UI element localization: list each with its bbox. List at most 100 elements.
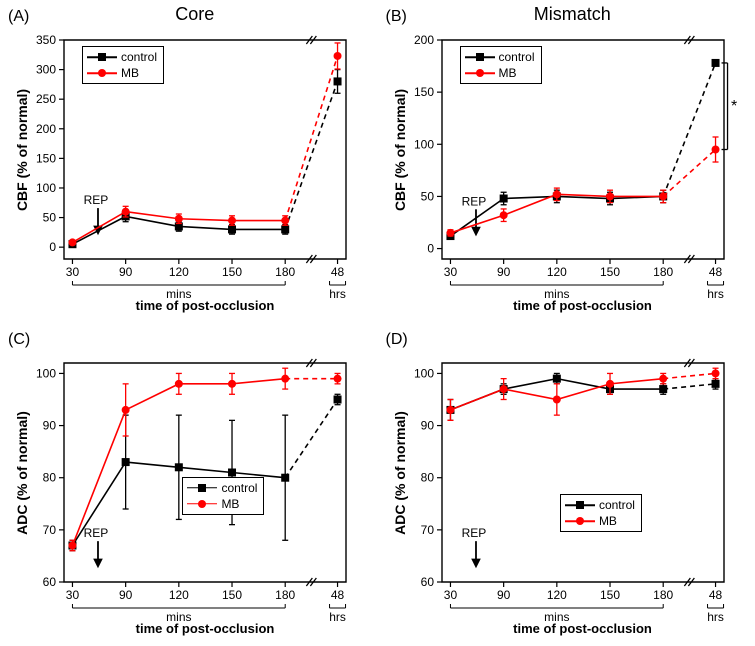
svg-text:70: 70: [43, 523, 57, 537]
svg-text:150: 150: [413, 85, 433, 99]
x-axis-label: time of post-occlusion: [136, 621, 275, 636]
panel-C: (C) 60708090100309012015018048minshrsREP…: [0, 323, 378, 646]
x-axis-label: time of post-occlusion: [136, 298, 275, 313]
legend-row: MB: [565, 513, 635, 529]
svg-text:REP: REP: [461, 526, 486, 540]
panel-letter-C: (C): [8, 331, 30, 349]
chart-A: 050100150200250300350309012015018048mins…: [14, 34, 360, 313]
svg-text:100: 100: [36, 181, 56, 195]
svg-text:180: 180: [275, 265, 295, 279]
svg-text:hrs: hrs: [329, 287, 346, 301]
legend-label: control: [599, 497, 635, 513]
svg-text:REP: REP: [84, 193, 109, 207]
legend-label: control: [121, 49, 157, 65]
figure-grid: Core (A) 0501001502002503003503090120150…: [0, 0, 755, 646]
legend-marker: [565, 515, 595, 527]
svg-text:48: 48: [708, 588, 722, 602]
svg-text:120: 120: [546, 588, 566, 602]
svg-text:180: 180: [653, 588, 673, 602]
panel-B: Mismatch (B) *05010015020030901201501804…: [378, 0, 755, 323]
svg-text:0: 0: [49, 240, 56, 254]
y-axis-label: ADC (% of normal): [392, 411, 408, 535]
chart-B: *050100150200309012015018048minshrsREPCB…: [392, 34, 738, 313]
x-axis-label: time of post-occlusion: [513, 621, 652, 636]
panel-D: (D) 60708090100309012015018048minshrsREP…: [378, 323, 755, 646]
legend: control MB: [460, 46, 542, 84]
svg-text:180: 180: [653, 265, 673, 279]
legend-marker: [87, 67, 117, 79]
svg-text:hrs: hrs: [329, 610, 346, 624]
y-axis-label: CBF (% of normal): [392, 88, 408, 210]
legend-marker: [465, 51, 495, 63]
svg-text:300: 300: [36, 63, 56, 77]
svg-text:80: 80: [43, 471, 57, 485]
y-axis-label: CBF (% of normal): [14, 88, 30, 210]
svg-text:REP: REP: [84, 526, 109, 540]
svg-text:48: 48: [708, 265, 722, 279]
svg-text:150: 150: [222, 265, 242, 279]
svg-text:100: 100: [36, 366, 56, 380]
panel-A: Core (A) 0501001502002503003503090120150…: [0, 0, 378, 323]
svg-text:hrs: hrs: [707, 287, 724, 301]
panel-letter-D: (D): [386, 331, 408, 349]
svg-text:350: 350: [36, 34, 56, 47]
svg-text:48: 48: [331, 265, 345, 279]
svg-text:90: 90: [420, 419, 434, 433]
legend-row: MB: [87, 65, 157, 81]
legend-label: control: [499, 49, 535, 65]
svg-text:120: 120: [169, 265, 189, 279]
svg-text:150: 150: [600, 588, 620, 602]
significance-star: *: [731, 98, 737, 116]
svg-text:100: 100: [413, 137, 433, 151]
svg-text:150: 150: [222, 588, 242, 602]
legend: control MB: [560, 494, 642, 532]
legend-row: control: [465, 49, 535, 65]
svg-text:50: 50: [43, 211, 57, 225]
legend-label: control: [221, 480, 257, 496]
x-axis-label: time of post-occlusion: [513, 298, 652, 313]
svg-text:90: 90: [496, 588, 510, 602]
y-axis-label: ADC (% of normal): [14, 411, 30, 535]
column-title-left: Core: [6, 4, 384, 25]
legend-marker: [465, 67, 495, 79]
legend-marker: [87, 51, 117, 63]
svg-text:250: 250: [36, 92, 56, 106]
svg-text:60: 60: [420, 575, 434, 589]
svg-text:30: 30: [443, 588, 457, 602]
svg-text:120: 120: [169, 588, 189, 602]
chart-D: 60708090100309012015018048minshrsREPADC …: [392, 357, 738, 636]
legend-marker: [565, 499, 595, 511]
legend-row: control: [565, 497, 635, 513]
legend-marker: [187, 482, 217, 494]
svg-text:60: 60: [43, 575, 57, 589]
legend-label: MB: [599, 513, 617, 529]
legend-row: control: [187, 480, 257, 496]
svg-text:100: 100: [413, 366, 433, 380]
svg-text:30: 30: [66, 265, 80, 279]
svg-text:50: 50: [420, 189, 434, 203]
svg-text:180: 180: [275, 588, 295, 602]
svg-text:70: 70: [420, 523, 434, 537]
legend-label: MB: [121, 65, 139, 81]
legend-row: MB: [187, 496, 257, 512]
svg-text:REP: REP: [461, 194, 486, 208]
svg-text:200: 200: [413, 34, 433, 47]
svg-text:90: 90: [496, 265, 510, 279]
panel-letter-A: (A): [8, 8, 29, 26]
svg-text:150: 150: [36, 151, 56, 165]
legend-row: control: [87, 49, 157, 65]
svg-text:150: 150: [600, 265, 620, 279]
svg-text:hrs: hrs: [707, 610, 724, 624]
svg-text:200: 200: [36, 122, 56, 136]
panel-letter-B: (B): [386, 8, 407, 26]
svg-text:120: 120: [546, 265, 566, 279]
svg-text:90: 90: [119, 588, 133, 602]
svg-text:48: 48: [331, 588, 345, 602]
column-title-right: Mismatch: [384, 4, 755, 25]
legend: control MB: [82, 46, 164, 84]
legend-label: MB: [221, 496, 239, 512]
legend-label: MB: [499, 65, 517, 81]
svg-text:30: 30: [66, 588, 80, 602]
svg-text:0: 0: [427, 242, 434, 256]
svg-text:90: 90: [119, 265, 133, 279]
